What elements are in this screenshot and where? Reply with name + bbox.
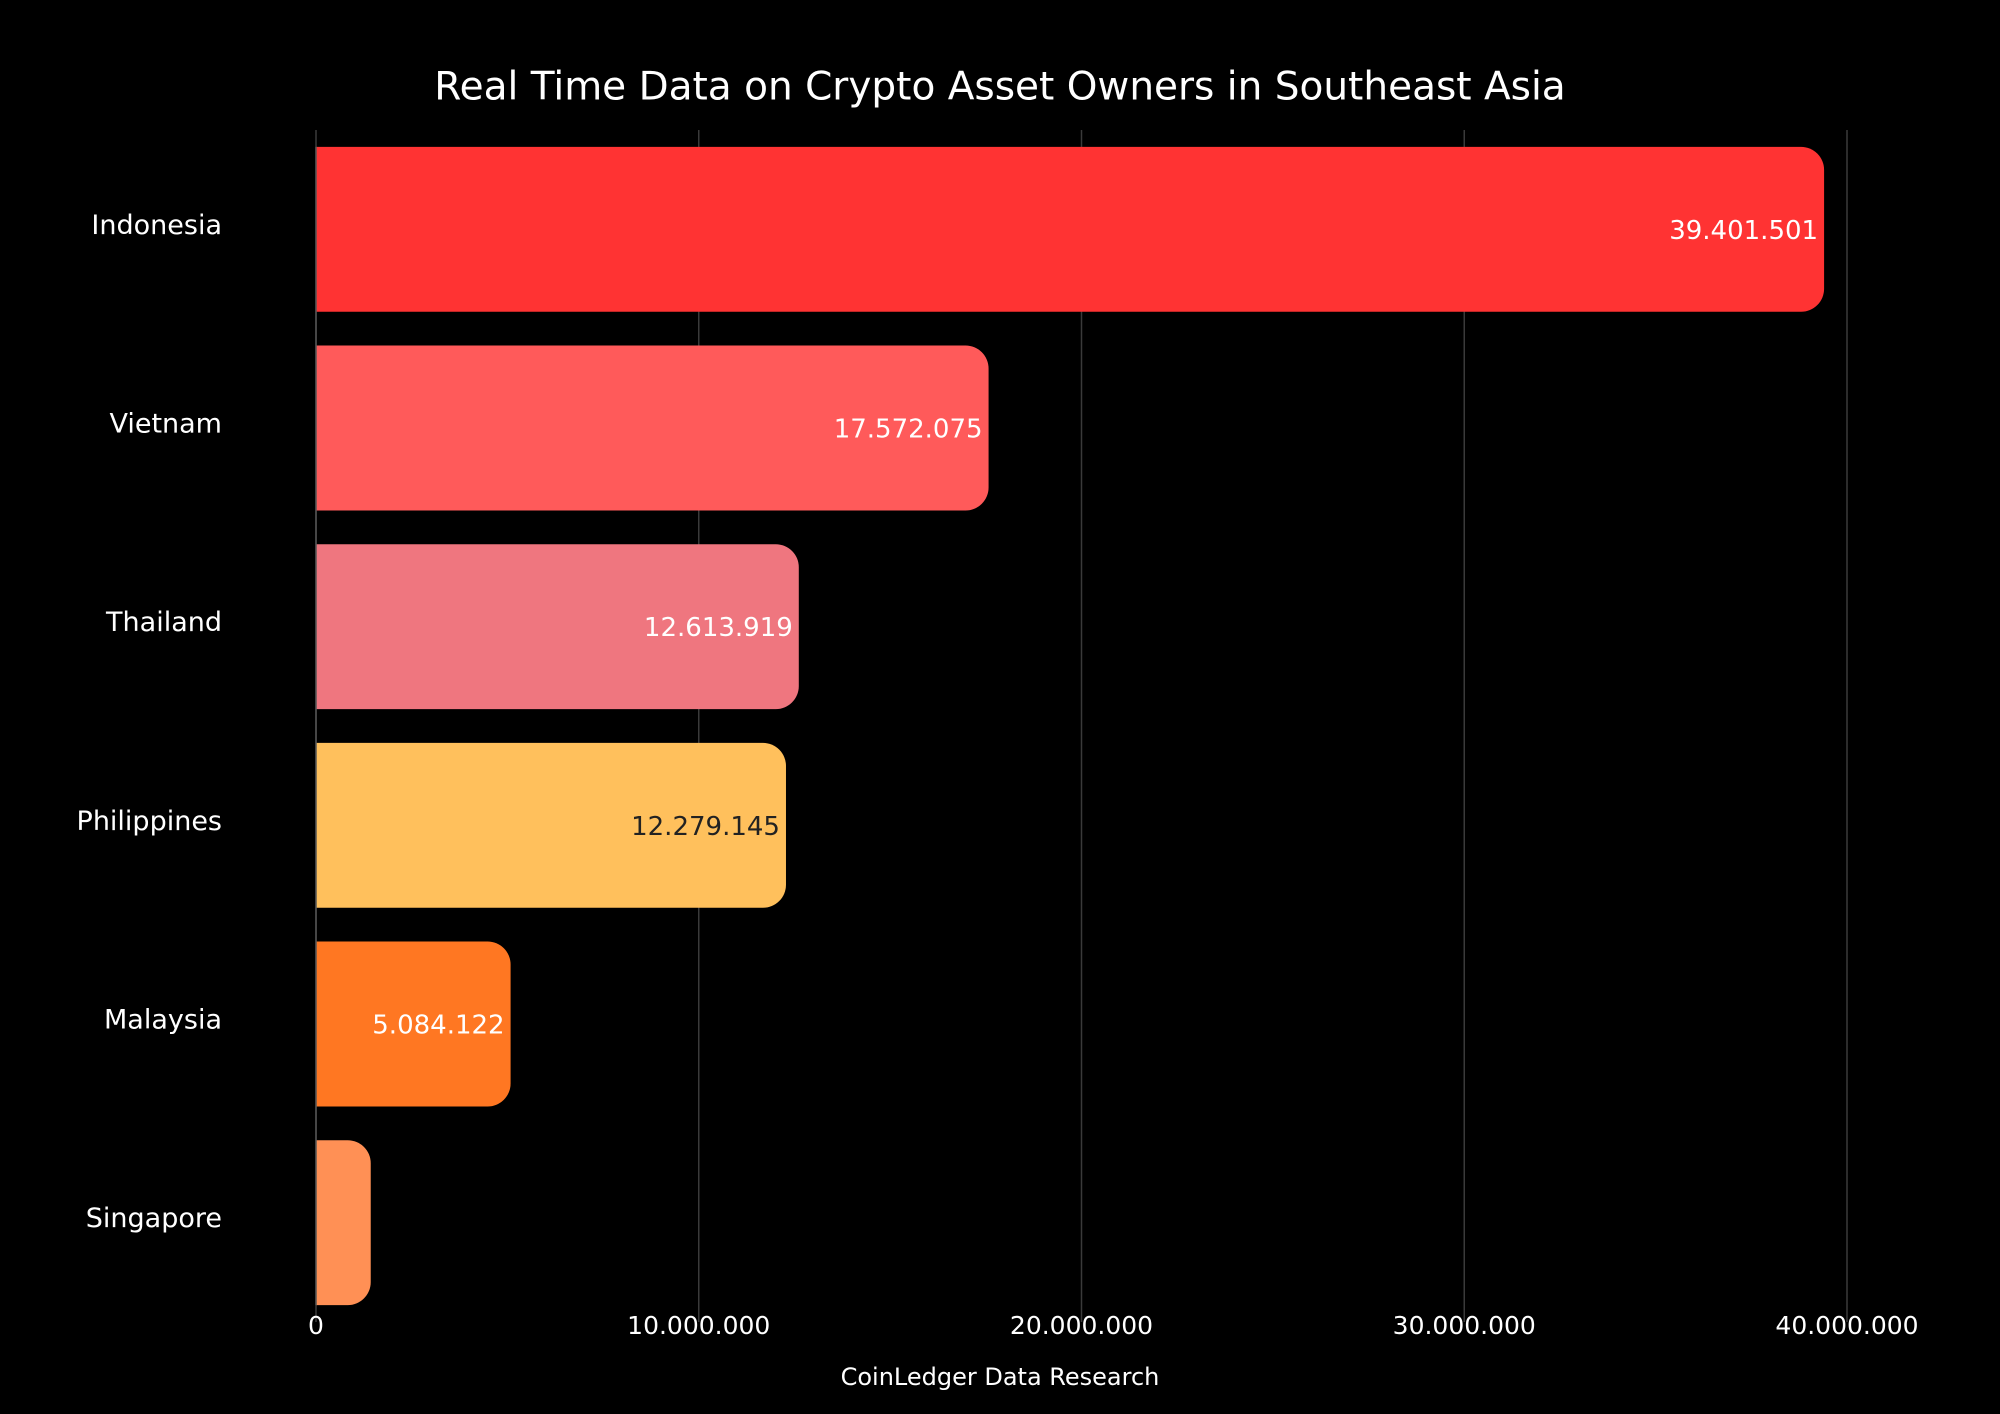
value-label: 17.572.075 bbox=[834, 415, 983, 445]
x-tick-label: 10.000.000 bbox=[627, 1311, 770, 1340]
value-label: 12.279.145 bbox=[631, 812, 780, 842]
x-tick-label: 20.000.000 bbox=[1010, 1311, 1153, 1340]
y-tick-label: Singapore bbox=[86, 1203, 222, 1234]
bar bbox=[316, 544, 799, 710]
y-tick-label: Indonesia bbox=[91, 210, 222, 241]
bar bbox=[316, 146, 1825, 312]
value-label: 39.401.501 bbox=[1669, 216, 1818, 246]
value-label: 12.613.919 bbox=[644, 613, 793, 643]
chart-title: Real Time Data on Crypto Asset Owners in… bbox=[434, 65, 1565, 110]
x-axis-title: CoinLedger Data Research bbox=[841, 1363, 1160, 1391]
y-tick-label: Malaysia bbox=[104, 1005, 222, 1036]
y-tick-label: Philippines bbox=[77, 806, 222, 837]
bar bbox=[316, 941, 511, 1107]
x-tick-label: 0 bbox=[308, 1311, 324, 1340]
bar bbox=[316, 345, 989, 511]
value-label: 5.084.122 bbox=[372, 1011, 504, 1041]
y-tick-label: Vietnam bbox=[109, 409, 222, 440]
bar bbox=[316, 1140, 371, 1306]
bar bbox=[316, 742, 786, 908]
y-tick-label: Thailand bbox=[105, 607, 222, 638]
x-tick-label: 40.000.000 bbox=[1775, 1311, 1918, 1340]
x-tick-label: 30.000.000 bbox=[1393, 1311, 1536, 1340]
